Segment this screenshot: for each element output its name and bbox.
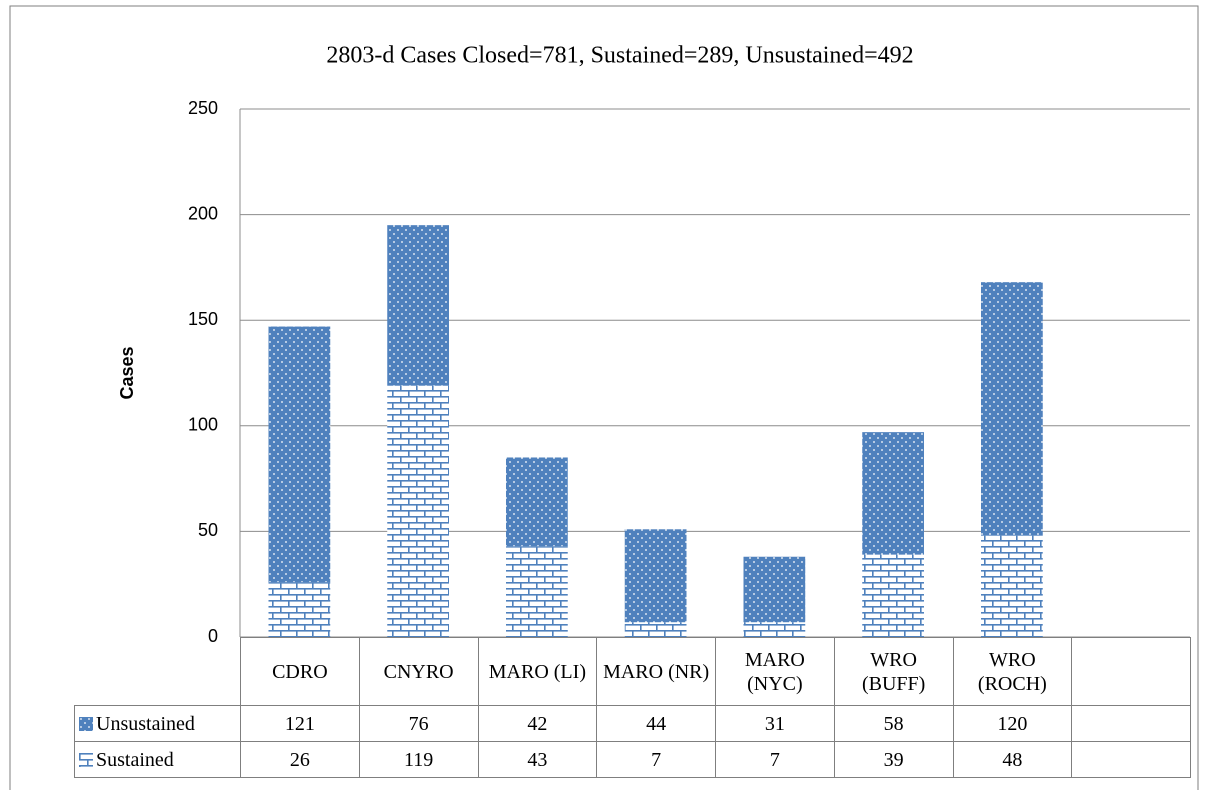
table-category-cell-text: MARO (NR) [603,660,710,683]
table-value-cell: 58 [833,705,954,742]
table-value-cell-text: 42 [527,712,548,735]
table-value-cell-text: 31 [764,712,785,735]
table-value-cell-text: 48 [1002,748,1023,771]
chart-border [9,5,1199,790]
table-category-cell [1071,637,1191,706]
table-value-cell-text: 119 [403,748,434,771]
bar-segment [743,622,806,637]
table-value-cell: 7 [596,741,716,778]
table-value-cell-text: 76 [408,712,429,735]
bar-segment [268,326,331,583]
legend-swatch [79,716,93,731]
table-category-cell: MARO (NR) [596,637,716,706]
table-value-cell-text: 39 [883,748,904,771]
table-value-cell: 42 [477,705,598,742]
legend-label: Unsustained [96,712,195,735]
bar-segment [387,225,449,386]
table-category-cell-text: MARO (LI) [488,660,586,683]
table-category-cell-text: WRO (BUFF) [861,648,926,695]
legend-label: Sustained [96,748,174,771]
table-value-cell: 121 [240,705,360,742]
table-category-cell: WRO (BUFF) [833,637,954,706]
table-category-cell: CDRO [240,637,360,706]
table-value-cell: 120 [952,705,1073,742]
bar-segment [624,529,687,623]
bar-segment [624,622,687,637]
table-category-cell: MARO (NYC) [715,637,835,706]
table-legend-cell: Unsustained [74,705,241,742]
table-value-cell: 119 [358,741,479,778]
table-value-cell: 48 [952,741,1073,778]
table-value-cell: 7 [715,741,835,778]
table-value-cell: 31 [715,705,835,742]
y-tick-label: 200 [188,203,218,223]
table-category-cell: WRO (ROCH) [952,637,1073,706]
table-value-cell-text: 7 [769,748,780,771]
bar-segment [981,535,1043,637]
table-category-cell: MARO (LI) [477,637,598,706]
bar-segment [981,282,1043,536]
table-value-cell-text: 43 [527,748,548,771]
y-axis-label: Cases [117,346,137,399]
table-value-cell-text: 44 [646,712,667,735]
bar-segment [506,546,568,637]
table-value-cell [1071,705,1191,742]
bar-segment [862,554,924,637]
bar-segment [506,457,568,547]
table-value-cell-text: 120 [997,712,1028,735]
y-tick-label: 50 [198,520,218,540]
bar-segment [743,556,806,623]
y-tick-label: 150 [188,309,218,329]
table-category-cell-text: MARO (NYC) [744,648,805,695]
table-legend-cell: Sustained [74,741,241,778]
table-category-cell: CNYRO [358,637,479,706]
bar-segment [387,385,449,637]
table-value-cell-text: 121 [284,712,315,735]
table-value-cell [1071,741,1191,778]
chart-title: 2803-d Cases Closed=781, Sustained=289, … [326,43,913,69]
bar-segment [268,582,331,637]
table-value-cell-text: 26 [289,748,310,771]
table-value-cell: 26 [240,741,360,778]
y-tick-label: 100 [188,415,218,435]
table-category-cell-text: WRO (ROCH) [977,648,1047,695]
table-value-cell: 43 [477,741,598,778]
y-tick-label: 0 [208,626,218,646]
table-value-cell: 39 [833,741,954,778]
table-value-cell: 76 [358,705,479,742]
table-category-cell-text: CDRO [272,660,328,683]
bar-segment [862,432,924,555]
legend-swatch-fill [79,752,93,767]
legend-swatch [79,752,93,767]
legend-swatch-fill [79,716,93,731]
table-value-cell: 44 [596,705,716,742]
y-tick-label: 250 [188,98,218,118]
table-value-cell-text: 58 [883,712,904,735]
table-category-cell-text: CNYRO [383,660,454,683]
table-value-cell-text: 7 [651,748,662,771]
